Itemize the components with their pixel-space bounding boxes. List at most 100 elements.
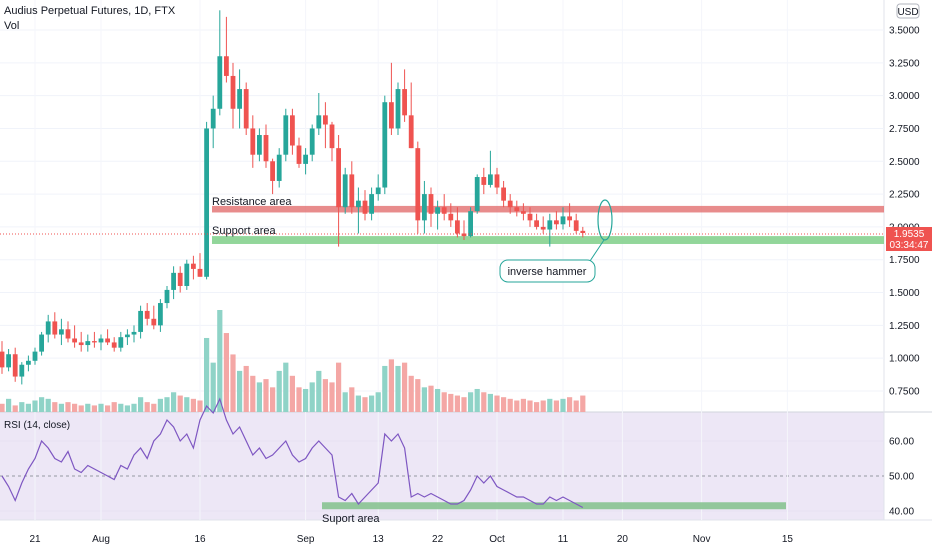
candle-body (415, 148, 421, 221)
price-tick-label: 2.5000 (889, 157, 920, 168)
candle-body (527, 213, 533, 221)
volume-bar (197, 400, 203, 412)
rsi-title: RSI (14, close) (4, 420, 70, 431)
candle-body (560, 216, 566, 225)
candle-body (125, 334, 130, 338)
candle-body (151, 318, 157, 326)
hammer-callout-label: inverse hammer (508, 266, 587, 278)
volume-bar (402, 362, 408, 412)
volume-bar (428, 385, 434, 412)
candle-body (461, 233, 467, 237)
volume-bar (230, 354, 236, 412)
time-tick-label: 16 (194, 534, 206, 545)
candle-body (283, 115, 289, 155)
candle-body (395, 89, 401, 129)
candle-body (177, 272, 183, 286)
candle-body (184, 263, 190, 286)
candle-body (349, 174, 355, 208)
volume-bar (494, 395, 500, 412)
rsi-series (1, 397, 584, 509)
candle-body (138, 310, 143, 332)
candle-body (98, 338, 104, 343)
volume-bar (388, 359, 394, 412)
currency-badge-box[interactable] (896, 3, 920, 19)
candle-body (369, 194, 374, 214)
volume-bar (553, 400, 559, 412)
candle-body (197, 268, 203, 277)
rsi-tick-label: 50.00 (889, 472, 914, 483)
volume-bar (342, 392, 348, 412)
volume-bar (580, 395, 586, 412)
volume-bar (190, 398, 196, 412)
candle-body (118, 337, 124, 348)
candle-body (250, 128, 256, 155)
volume-bar (441, 392, 447, 412)
candle-body (316, 115, 322, 129)
volume-bar (39, 397, 45, 412)
volume-bar (138, 397, 144, 412)
candle-body (39, 334, 44, 352)
price-tick-label: 1.7500 (889, 255, 920, 266)
volume-bar (435, 388, 441, 412)
volume-bar (164, 397, 170, 412)
time-tick-label: 22 (432, 534, 444, 545)
volume-bar (177, 395, 183, 412)
candle-body (92, 341, 97, 343)
volume-bar (395, 365, 401, 412)
candle-body (455, 220, 460, 234)
volume-bar (289, 375, 295, 412)
candle-body (336, 148, 341, 208)
volume-bar (454, 395, 460, 412)
hammer-callout-box (499, 259, 596, 283)
candle-body (408, 115, 414, 149)
chart-title: Audius Perpetual Futures, 1D, FTX (4, 5, 176, 17)
candle-body (59, 329, 64, 335)
volume-bar (303, 388, 309, 412)
volume-bar (527, 400, 533, 412)
candle-body (382, 102, 388, 188)
volume-bar (0, 403, 5, 412)
volume-bar (514, 400, 520, 412)
candle-body (72, 338, 77, 343)
currency-badge[interactable]: USD (897, 7, 918, 18)
candle-body (224, 56, 229, 76)
candle-body (356, 200, 361, 208)
volume-bar (573, 400, 579, 412)
volume-bar (501, 397, 507, 412)
volume-bar (12, 405, 18, 412)
volume-bar (369, 395, 375, 412)
candle-body (204, 128, 209, 277)
candle-body (303, 154, 308, 164)
candle-body (514, 207, 520, 212)
time-tick-label: 15 (782, 534, 794, 545)
volume-bar (283, 362, 289, 412)
candle-body (111, 342, 117, 348)
candle-body (243, 89, 249, 129)
candle-body (270, 161, 275, 181)
volume-bar (250, 375, 256, 412)
volume-bar (151, 403, 157, 412)
candle-body (375, 187, 381, 195)
volume-bar (567, 397, 573, 412)
candle-body (131, 331, 137, 335)
volume-bar (65, 402, 71, 412)
rsi-tick-label: 40.00 (889, 507, 914, 518)
grid (0, 0, 884, 520)
volume-bar (362, 397, 368, 412)
candle-body (65, 329, 71, 339)
support-zone (212, 236, 884, 244)
price-tick-label: 1.0000 (889, 354, 920, 365)
volume-bar (382, 365, 388, 412)
time-tick-label: Sep (297, 534, 315, 545)
resistance-zone (212, 205, 884, 213)
candle-body (448, 213, 454, 221)
volume-bar (144, 402, 150, 412)
candle-body (494, 174, 500, 188)
volume-bar (487, 393, 493, 412)
price-tick-label: 3.5000 (889, 26, 920, 37)
volume-bar (415, 379, 421, 412)
time-tick-label: Nov (693, 534, 711, 545)
price-tick-label: 2.7500 (889, 124, 920, 135)
